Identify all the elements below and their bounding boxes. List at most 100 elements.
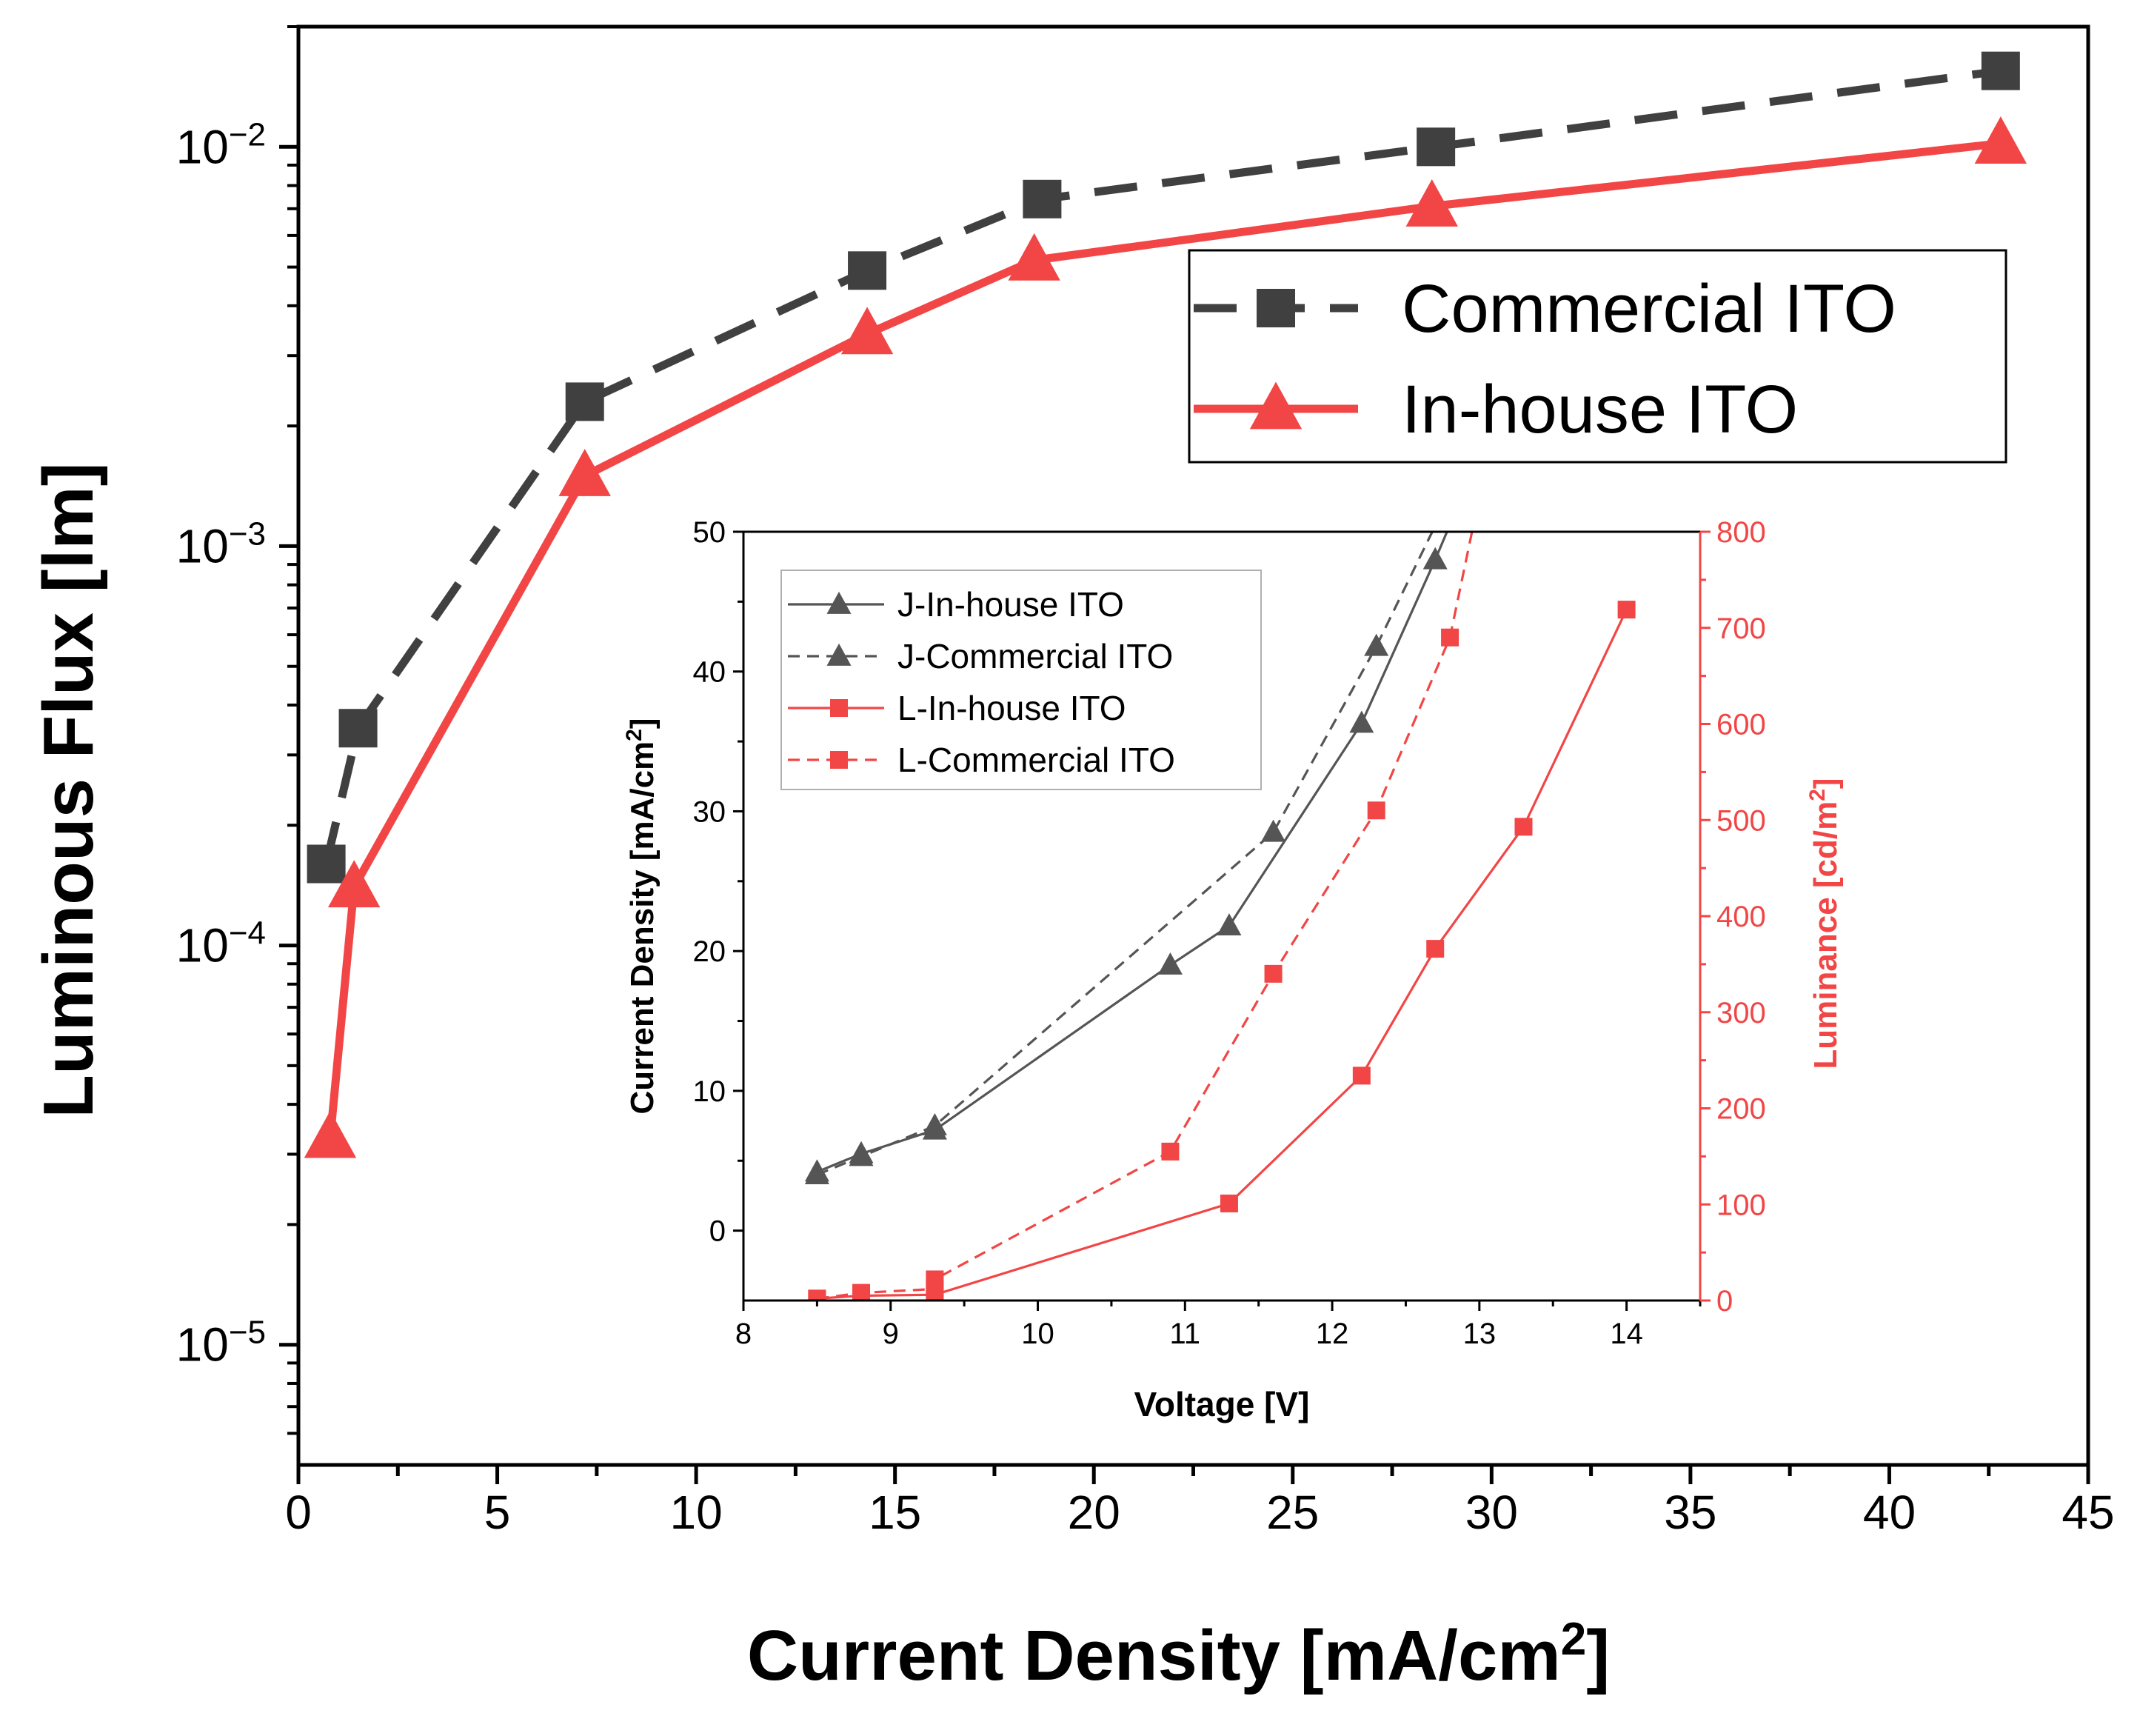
- inset-y2-tick-label-5: 500: [1716, 804, 1766, 837]
- inset-y2-tick-label-0: 0: [1716, 1285, 1733, 1318]
- main-series-group: [304, 51, 2027, 1158]
- inset-y-tick-label-0: 0: [709, 1215, 726, 1248]
- inset-x-tick-label-5: 13: [1463, 1318, 1497, 1350]
- main-chart: 0 5 10 15 20 25 30 35 40 45 10−2 10−3 10−4 10−5 Curren…: [29, 24, 2115, 1696]
- inset-legend-marker-3: [830, 751, 848, 769]
- inset-point-1-1: [849, 1144, 874, 1166]
- inset-legend-marker-2: [830, 699, 848, 717]
- inset-legend-marker-1: [826, 643, 852, 666]
- main-legend: Commercial ITO In-house ITO: [1188, 249, 2007, 464]
- main-y-tick-label-2: 10−4: [176, 915, 266, 972]
- inset-legend-label-2: L-In-house ITO: [897, 689, 1126, 727]
- inset-y-tick-label-2: 20: [693, 935, 726, 968]
- inset-y-tick-label-3: 30: [693, 795, 726, 828]
- main-y-tick-label-0: 10−2: [176, 116, 266, 174]
- main-legend-marker-1: [1249, 381, 1303, 430]
- inset-legend: J-In-house ITO J-Commercial ITO L-In-house…: [780, 570, 1262, 790]
- inset-y2-ticks: 0 100 200 300 400 500 600 700 800: [1700, 516, 1766, 1318]
- main-x-tick-label-7: 35: [1664, 1486, 1716, 1539]
- main-legend-box: [1188, 249, 2007, 464]
- inset-point-2-4: [1352, 1066, 1371, 1085]
- inset-point-2-7: [1617, 601, 1636, 619]
- main-point-0-6: [1981, 51, 2020, 90]
- inset-point-1-2: [922, 1112, 947, 1135]
- inset-point-3-1: [852, 1283, 871, 1301]
- main-point-1-4: [1008, 233, 1060, 281]
- inset-x-tick-label-4: 12: [1316, 1318, 1349, 1350]
- main-point-1-6: [1974, 116, 2027, 164]
- inset-legend-label-0: J-In-house ITO: [897, 585, 1124, 624]
- main-point-1-1: [327, 860, 381, 908]
- inset-series-group: [804, 532, 1636, 1301]
- main-point-1-5: [1405, 179, 1458, 227]
- inset-y-tick-label-4: 40: [693, 656, 726, 689]
- inset-x-tick-label-3: 11: [1170, 1318, 1201, 1350]
- inset-point-3-3: [926, 1270, 944, 1289]
- main-point-0-2: [565, 382, 604, 421]
- main-point-0-3: [848, 251, 887, 290]
- inset-y2-tick-label-6: 600: [1716, 709, 1766, 741]
- main-point-0-0: [307, 844, 346, 884]
- main-legend-label-0: Commercial ITO: [1402, 271, 1896, 347]
- inset-y2-tick-label-7: 700: [1716, 612, 1766, 645]
- main-y-tick-label-3: 10−5: [176, 1314, 266, 1372]
- main-point-1-2: [558, 449, 611, 496]
- main-x-tick-label-4: 20: [1068, 1486, 1120, 1539]
- main-y-tick-label-1: 10−3: [176, 515, 266, 573]
- inset-y-ticks: 0 10 20 30 40 50: [693, 516, 743, 1248]
- main-x-tick-label-2: 10: [670, 1486, 723, 1539]
- main-point-1-3: [840, 307, 894, 355]
- inset-series-line-0: [816, 532, 1448, 1173]
- inset-y-axis-label: Current Density [mA/cm2]: [622, 718, 661, 1114]
- main-y-ticks: 10−2 10−3 10−4 10−5: [176, 25, 298, 1435]
- main-x-tick-label-8: 40: [1863, 1486, 1916, 1539]
- main-x-tick-label-0: 0: [285, 1486, 312, 1539]
- inset-y2-tick-label-8: 800: [1716, 516, 1766, 549]
- inset-point-0-4: [1217, 913, 1242, 936]
- inset-point-3-4: [1161, 1142, 1180, 1161]
- inset-y2-tick-label-3: 300: [1716, 997, 1766, 1029]
- inset-legend-label-3: L-Commercial ITO: [897, 741, 1175, 779]
- inset-x-tick-label-2: 10: [1021, 1318, 1054, 1350]
- inset-x-axis-label: Voltage [V]: [1134, 1385, 1310, 1423]
- inset-x-tick-label-6: 14: [1610, 1318, 1643, 1350]
- inset-point-2-5: [1426, 940, 1445, 958]
- inset-legend-box: [780, 570, 1262, 790]
- inset-x-tick-label-0: 8: [735, 1318, 752, 1350]
- inset-point-0-5: [1349, 710, 1374, 733]
- inset-point-1-4: [1364, 633, 1389, 656]
- main-point-0-5: [1417, 127, 1456, 167]
- inset-point-1-0: [804, 1162, 829, 1184]
- main-point-1-0: [304, 1110, 357, 1158]
- inset-point-3-5: [1264, 964, 1283, 983]
- inset-point-0-6: [1422, 547, 1448, 570]
- inset-chart: 8 9 10 11 12 13 140102030405001002003004005006…: [622, 516, 1845, 1423]
- inset-point-2-3: [1220, 1194, 1238, 1212]
- inset-legend-marker-0: [826, 591, 852, 614]
- inset-y-tick-label-5: 50: [693, 516, 726, 549]
- inset-y-tick-label-1: 10: [693, 1075, 726, 1108]
- main-x-tick-label-6: 30: [1465, 1486, 1518, 1539]
- main-legend-label-1: In-house ITO: [1402, 372, 1798, 447]
- main-x-ticks: 0 5 10 15 20 25 30 35 40 45: [285, 1465, 2115, 1539]
- main-x-axis-label: Current Density [mA/cm2]: [747, 1614, 1610, 1696]
- inset-y2-tick-label-1: 100: [1716, 1189, 1766, 1221]
- main-x-tick-label-1: 5: [484, 1486, 511, 1539]
- main-y-axis-label: Luminous Flux [lm]: [29, 462, 108, 1118]
- inset-y2-tick-label-4: 400: [1716, 901, 1766, 933]
- main-x-tick-label-5: 25: [1266, 1486, 1319, 1539]
- inset-y2-tick-label-2: 200: [1716, 1093, 1766, 1126]
- inset-point-3-7: [1441, 628, 1459, 647]
- inset-point-2-6: [1514, 818, 1533, 836]
- inset-legend-label-1: J-Commercial ITO: [897, 637, 1173, 675]
- main-point-0-1: [338, 709, 378, 748]
- inset-point-1-3: [1261, 819, 1286, 842]
- inset-x-ticks: 8 9 10 11 12 13 14: [735, 1301, 1702, 1350]
- inset-x-tick-label-1: 9: [883, 1318, 899, 1350]
- inset-y2-axis-label: Luminance [cd/m2]: [1805, 778, 1845, 1069]
- inset-point-3-0: [808, 1289, 826, 1301]
- main-x-tick-label-9: 45: [2062, 1486, 2114, 1539]
- main-legend-marker-0: [1257, 289, 1295, 327]
- inset-series-line-2: [817, 609, 1628, 1301]
